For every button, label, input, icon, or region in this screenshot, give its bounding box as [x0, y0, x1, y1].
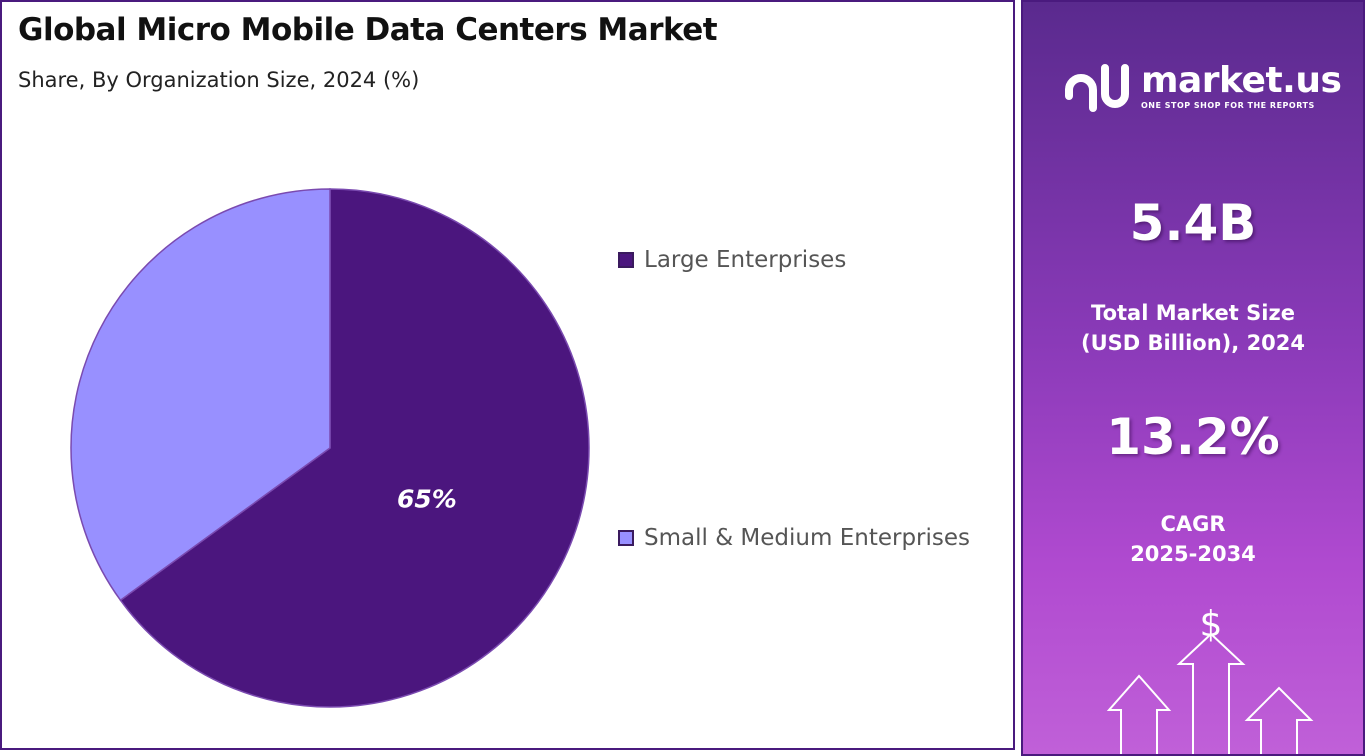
chart-subtitle: Share, By Organization Size, 2024 (%)	[18, 68, 420, 92]
cagr-value: 13.2%	[1106, 408, 1280, 466]
market-size-label-line1: Total Market Size	[1091, 301, 1295, 325]
pie-data-label-large-enterprises: 65%	[397, 484, 457, 513]
market-us-logo-icon	[1065, 64, 1129, 112]
up-arrow-right-icon	[1244, 686, 1314, 754]
legend-swatch-small-medium-enterprises	[618, 530, 634, 546]
brand-logo: market.us ONE STOP SHOP FOR THE REPORTS	[1063, 58, 1342, 114]
brand-tagline: ONE STOP SHOP FOR THE REPORTS	[1141, 100, 1315, 110]
dollar-sign-icon: $	[1200, 604, 1223, 645]
legend-label-large-enterprises: Large Enterprises	[644, 247, 847, 273]
summary-panel: market.us ONE STOP SHOP FOR THE REPORTS …	[1021, 0, 1365, 756]
up-arrow-center-icon	[1176, 632, 1246, 754]
market-size-label-line2: (USD Billion), 2024	[1080, 331, 1306, 355]
pie-slice-small-medium-enterprises	[70, 188, 331, 602]
legend-label-small-medium-enterprises: Small & Medium Enterprises	[644, 525, 971, 551]
pie-slice-large-enterprises	[119, 188, 590, 708]
up-arrow-left-icon	[1106, 674, 1172, 754]
legend-swatch-large-enterprises	[618, 252, 634, 268]
cagr-label-line1: CAGR	[1160, 512, 1226, 536]
pie-chart: 65%	[70, 188, 590, 708]
chart-panel: Global Micro Mobile Data Centers Market …	[0, 0, 1015, 750]
legend-item-small-medium-enterprises: Small & Medium Enterprises	[618, 525, 970, 551]
chart-title: Global Micro Mobile Data Centers Market	[18, 12, 718, 48]
growth-arrows-graphic: $	[1106, 604, 1314, 754]
cagr-label-line2: 2025-2034	[1130, 542, 1256, 566]
market-size-value: 5.4B	[1129, 194, 1257, 252]
legend-item-large-enterprises: Large Enterprises	[618, 247, 846, 273]
brand-name: market.us	[1141, 59, 1342, 101]
